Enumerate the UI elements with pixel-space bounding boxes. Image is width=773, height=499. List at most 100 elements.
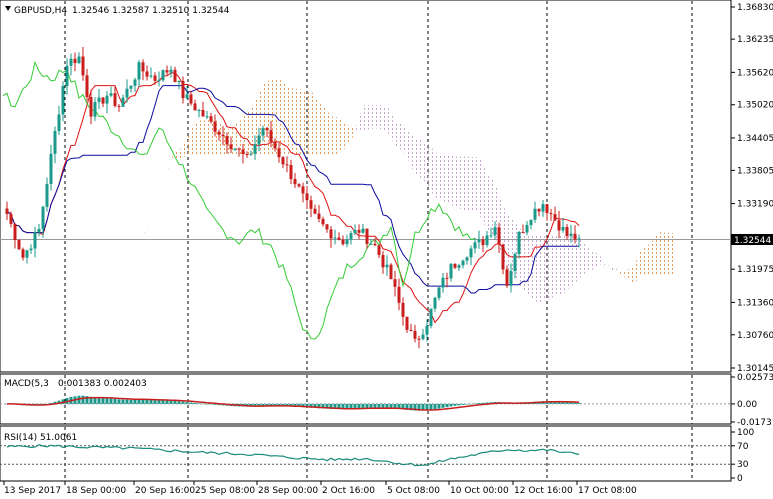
candle-body [293,179,297,185]
candle-body [345,239,349,245]
candle-body [541,204,545,212]
candle-body [305,193,309,201]
macd-bar [561,401,565,404]
macd-bar [321,403,325,409]
cloud-segment [659,231,663,275]
cloud-segment [343,120,347,153]
cloud-segment [283,81,287,156]
macd-tick-label: 0.025739 [737,373,773,383]
candle-body [37,228,41,233]
macd-bar [217,403,221,406]
candle-body [513,254,517,272]
macd-bar [277,403,281,406]
cloud-segment [415,138,419,177]
macd-bar [85,396,89,404]
cloud-segment [387,107,391,138]
candle-body [405,316,409,330]
main-pane[interactable] [0,0,732,373]
macd-bar [477,403,481,404]
cloud-segment [579,234,583,280]
candle-body [497,227,501,245]
cloud-segment [167,159,171,173]
cloud-segment [243,113,247,156]
macd-bar [149,399,153,404]
macd-bar [565,402,569,404]
macd-bar [157,400,161,404]
candle-body [441,277,445,288]
cloud-segment [251,102,255,156]
cloud-segment [359,105,363,131]
candle-body [525,225,529,233]
macd-bar [293,403,297,407]
macd-signal-line [7,396,580,411]
macd-bar [445,403,449,408]
candle-body [393,279,397,287]
macd-bar [481,402,485,404]
time-tick-label: 28 Sep 00:00 [258,486,318,496]
macd-bar [93,397,97,404]
candle-body [369,243,373,245]
macd-bar [361,403,365,409]
candle-body [157,80,161,82]
candle-body [205,116,209,118]
candle-body [333,237,337,239]
candle-body [233,148,237,150]
macd-bar [485,402,489,404]
macd-bar [141,399,145,404]
price-tick-label: 1.33190 [737,200,773,210]
time-axis: 13 Sep 2017 18 Sep 00:00 20 Sep 16:00 25 Se… [3,481,637,496]
macd-tick-label: -0.017315 [737,418,773,428]
candle-body [73,58,77,64]
collapse-triangle-icon[interactable] [5,6,11,11]
time-tick-label: 18 Sep 00:00 [66,486,126,496]
price-tick-label: 1.34405 [737,134,773,144]
cloud-segment [403,123,407,157]
macd-bar [289,403,293,407]
cloud-segment [595,252,599,269]
macd-bar [553,401,557,404]
macd-bar [257,403,261,407]
candle-body [57,114,61,131]
price-tick-label: 1.33805 [737,166,773,176]
cloud-segment [631,265,635,285]
candle-body [477,239,481,243]
cloud-segment [347,124,351,143]
macd-bar [185,402,189,404]
macd-bar [53,401,57,404]
cloud-segment [507,213,511,273]
cloud-segment [187,130,191,156]
candle-body [273,141,277,149]
macd-bar [573,402,577,404]
candle-body [137,62,141,80]
cloud-segment [647,242,651,275]
macd-bar [265,403,269,406]
macd-bar [341,403,345,410]
cloud-segment [391,109,395,145]
macd-bar [433,403,437,410]
candle-body [505,269,509,286]
macd-bar [189,402,193,404]
rsi-pane[interactable] [0,425,732,482]
candle-body [141,62,145,72]
candle-body [485,235,489,246]
tenkan-sen-line [6,72,580,324]
candle-body [237,148,241,150]
candle-body [413,330,417,339]
macd-bar [473,403,477,404]
candle-body [121,97,125,107]
macd-bar [309,403,313,408]
candle-body [373,243,377,246]
macd-bar [297,403,301,407]
candle-body [337,237,341,240]
cloud-segment [191,123,195,156]
candle-body [553,214,557,221]
candle-body [261,128,265,136]
price-tick-label: 1.30145 [737,364,773,374]
cloud-segment [543,234,547,302]
candle-body [357,229,361,233]
macd-bar [353,403,357,409]
cloud-segment [555,234,559,296]
candle-body [125,88,129,98]
cloud-segment [295,88,299,156]
candle-body [61,86,65,115]
